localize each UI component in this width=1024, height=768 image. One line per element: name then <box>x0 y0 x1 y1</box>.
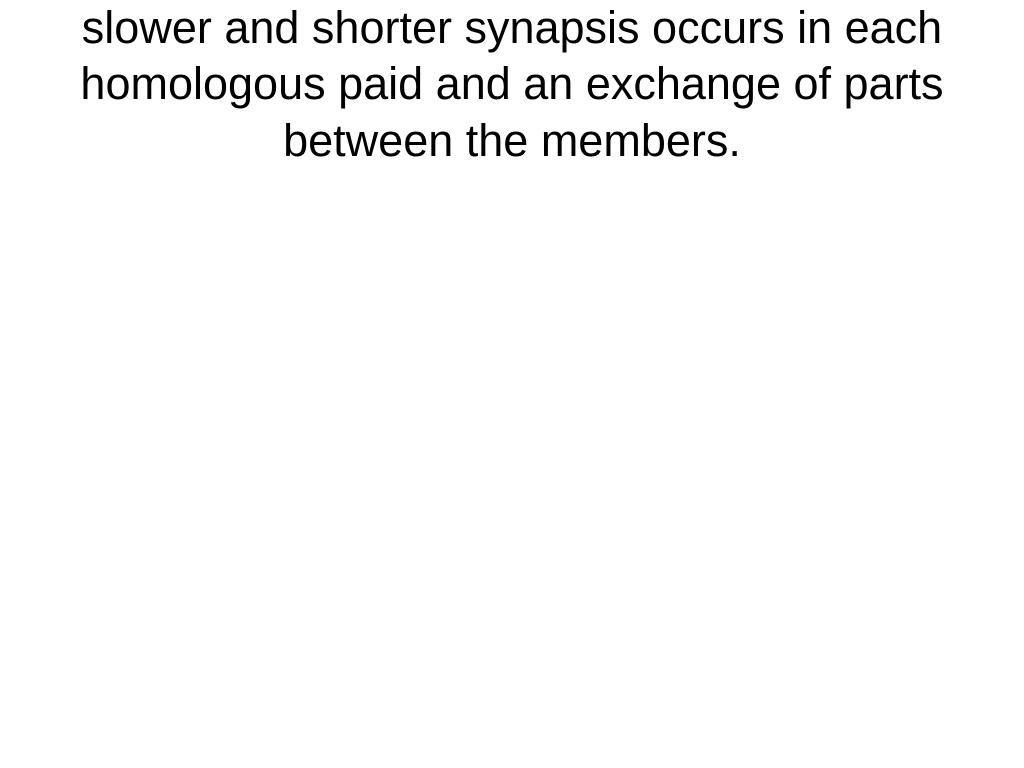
slide-container: slower and shorter synapsis occurs in ea… <box>0 0 1024 169</box>
slide-body-text: slower and shorter synapsis occurs in ea… <box>0 0 1024 169</box>
